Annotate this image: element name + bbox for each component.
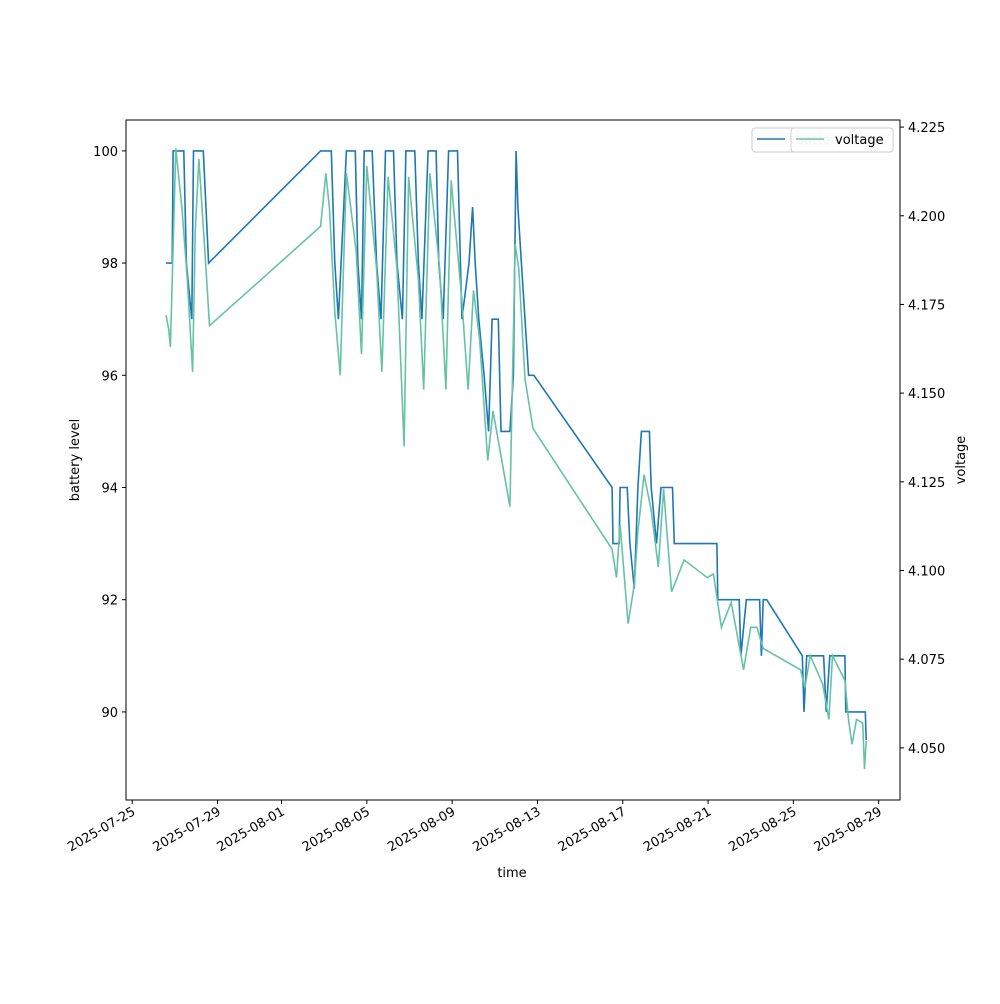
x-tick-label: 2025-08-09	[385, 804, 458, 855]
x-tick-label: 2025-08-17	[556, 804, 629, 855]
x-axis-label: time	[497, 866, 526, 881]
y2-axis-label: voltage	[954, 436, 969, 485]
y-tick-label: 94	[101, 481, 118, 496]
x-tick-label: 2025-08-13	[470, 804, 543, 855]
plot-frame	[125, 119, 901, 801]
y2-tick-label: 4.050	[908, 742, 945, 757]
y-tick-label: 92	[101, 594, 118, 609]
legend-label: voltage	[835, 133, 884, 148]
y-tick-label: 100	[93, 145, 118, 160]
x-tick-label: 2025-08-01	[215, 804, 288, 855]
y2-tick-label: 4.150	[908, 387, 945, 402]
y2-tick-label: 4.175	[908, 298, 945, 313]
x-tick-label: 2025-08-21	[641, 804, 714, 855]
x-tick-label: 2025-08-05	[300, 804, 373, 855]
series-line	[166, 150, 867, 741]
series-line	[165, 148, 867, 770]
y2-tick-label: 4.200	[908, 210, 945, 225]
y2-tick-label: 4.100	[908, 564, 945, 579]
x-tick-label: 2025-08-29	[812, 804, 885, 855]
legend-box	[790, 127, 894, 153]
y-tick-label: 96	[101, 369, 118, 384]
y-tick-label: 98	[101, 257, 118, 272]
y2-tick-label: 4.225	[908, 121, 945, 136]
y2-tick-label: 4.125	[908, 476, 945, 491]
x-tick-label: 2025-07-29	[151, 804, 224, 855]
y-axis-label: battery level	[68, 419, 83, 502]
y2-tick-label: 4.075	[908, 653, 945, 668]
y-tick-label: 90	[101, 706, 118, 721]
x-tick-label: 2025-08-25	[726, 804, 799, 855]
x-tick-label: 2025-07-25	[65, 804, 138, 855]
